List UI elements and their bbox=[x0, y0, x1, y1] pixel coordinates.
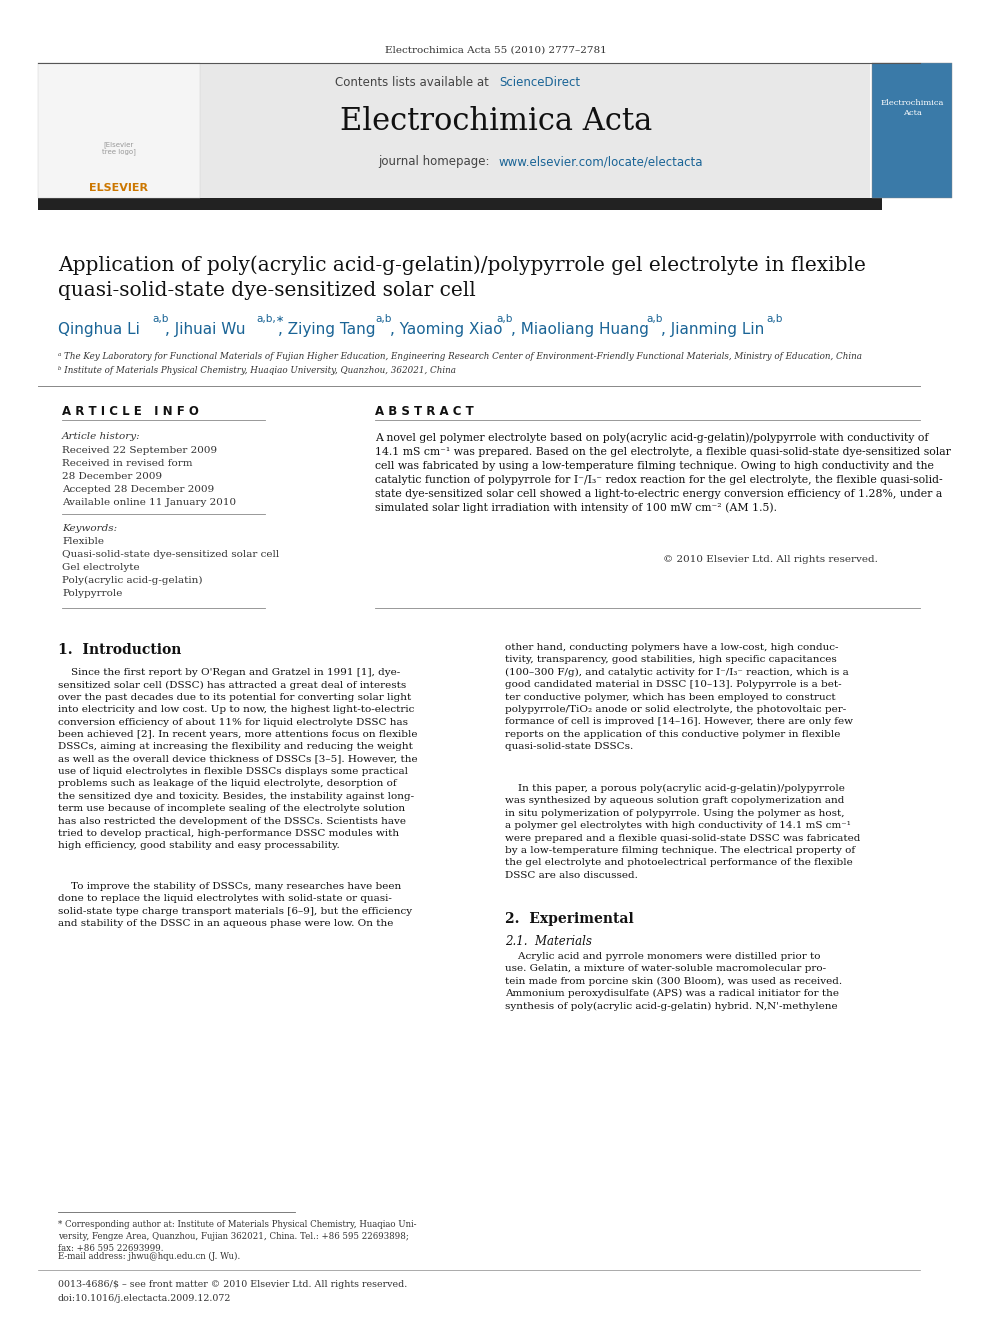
Text: ELSEVIER: ELSEVIER bbox=[89, 183, 149, 193]
Text: © 2010 Elsevier Ltd. All rights reserved.: © 2010 Elsevier Ltd. All rights reserved… bbox=[663, 556, 878, 564]
Text: a,b: a,b bbox=[496, 314, 513, 324]
Text: E-mail address: jhwu@hqu.edu.cn (J. Wu).: E-mail address: jhwu@hqu.edu.cn (J. Wu). bbox=[58, 1252, 240, 1261]
Text: Flexible: Flexible bbox=[62, 537, 104, 546]
Bar bbox=[872, 64, 952, 198]
Text: , Miaoliang Huang: , Miaoliang Huang bbox=[511, 321, 649, 337]
Text: Received 22 September 2009: Received 22 September 2009 bbox=[62, 446, 217, 455]
Text: [Elsevier
tree logo]: [Elsevier tree logo] bbox=[102, 140, 136, 155]
Text: a,b,∗: a,b,∗ bbox=[256, 314, 285, 324]
Text: Accepted 28 December 2009: Accepted 28 December 2009 bbox=[62, 486, 214, 493]
Text: A R T I C L E   I N F O: A R T I C L E I N F O bbox=[62, 405, 198, 418]
Text: Received in revised form: Received in revised form bbox=[62, 459, 192, 468]
Text: ᵇ Institute of Materials Physical Chemistry, Huaqiao University, Quanzhou, 36202: ᵇ Institute of Materials Physical Chemis… bbox=[58, 366, 456, 374]
Text: Poly(acrylic acid-g-gelatin): Poly(acrylic acid-g-gelatin) bbox=[62, 576, 202, 585]
Text: a,b: a,b bbox=[152, 314, 169, 324]
Text: 2.1.  Materials: 2.1. Materials bbox=[505, 935, 592, 949]
Text: Polypyrrole: Polypyrrole bbox=[62, 589, 122, 598]
Text: Since the first report by O'Regan and Gratzel in 1991 [1], dye-
sensitized solar: Since the first report by O'Regan and Gr… bbox=[58, 668, 418, 851]
Text: Electrochimica Acta 55 (2010) 2777–2781: Electrochimica Acta 55 (2010) 2777–2781 bbox=[385, 45, 607, 54]
Bar bbox=[38, 64, 870, 198]
Text: Gel electrolyte: Gel electrolyte bbox=[62, 564, 140, 572]
Text: Keywords:: Keywords: bbox=[62, 524, 117, 533]
Text: A novel gel polymer electrolyte based on poly(acrylic acid-g-gelatin)/polypyrrol: A novel gel polymer electrolyte based on… bbox=[375, 433, 951, 513]
Text: A B S T R A C T: A B S T R A C T bbox=[375, 405, 474, 418]
Text: , Jianming Lin: , Jianming Lin bbox=[661, 321, 764, 337]
Text: 28 December 2009: 28 December 2009 bbox=[62, 472, 162, 482]
Bar bbox=[38, 64, 200, 198]
Text: Available online 11 January 2010: Available online 11 January 2010 bbox=[62, 497, 236, 507]
Bar bbox=[38, 198, 882, 210]
Text: 2.  Experimental: 2. Experimental bbox=[505, 912, 634, 926]
Text: 0013-4686/$ – see front matter © 2010 Elsevier Ltd. All rights reserved.: 0013-4686/$ – see front matter © 2010 El… bbox=[58, 1279, 408, 1289]
Text: To improve the stability of DSSCs, many researches have been
done to replace the: To improve the stability of DSSCs, many … bbox=[58, 882, 412, 927]
Text: , Jihuai Wu: , Jihuai Wu bbox=[165, 321, 245, 337]
Text: doi:10.1016/j.electacta.2009.12.072: doi:10.1016/j.electacta.2009.12.072 bbox=[58, 1294, 231, 1303]
Text: * Corresponding author at: Institute of Materials Physical Chemistry, Huaqiao Un: * Corresponding author at: Institute of … bbox=[58, 1220, 417, 1253]
Text: Application of poly(acrylic acid-g-gelatin)/polypyrrole gel electrolyte in flexi: Application of poly(acrylic acid-g-gelat… bbox=[58, 255, 866, 300]
Text: www.elsevier.com/locate/electacta: www.elsevier.com/locate/electacta bbox=[499, 156, 703, 168]
Text: , Yaoming Xiao: , Yaoming Xiao bbox=[390, 321, 503, 337]
Text: a,b: a,b bbox=[646, 314, 663, 324]
Text: 1.  Introduction: 1. Introduction bbox=[58, 643, 182, 658]
Text: a,b: a,b bbox=[375, 314, 392, 324]
Text: Electrochimica
Acta: Electrochimica Acta bbox=[880, 99, 943, 116]
Text: Electrochimica Acta: Electrochimica Acta bbox=[340, 106, 652, 138]
Text: a,b: a,b bbox=[766, 314, 783, 324]
Text: Quasi-solid-state dye-sensitized solar cell: Quasi-solid-state dye-sensitized solar c… bbox=[62, 550, 280, 560]
Text: In this paper, a porous poly(acrylic acid-g-gelatin)/polypyrrole
was synthesized: In this paper, a porous poly(acrylic aci… bbox=[505, 785, 860, 880]
Text: Article history:: Article history: bbox=[62, 433, 141, 441]
Text: Contents lists available at: Contents lists available at bbox=[335, 77, 493, 90]
Text: Acrylic acid and pyrrole monomers were distilled prior to
use. Gelatin, a mixtur: Acrylic acid and pyrrole monomers were d… bbox=[505, 953, 842, 1011]
Text: ᵃ The Key Laboratory for Functional Materials of Fujian Higher Education, Engine: ᵃ The Key Laboratory for Functional Mate… bbox=[58, 352, 862, 361]
Text: ScienceDirect: ScienceDirect bbox=[499, 77, 580, 90]
Text: Qinghua Li: Qinghua Li bbox=[58, 321, 140, 337]
Text: other hand, conducting polymers have a low-cost, high conduc-
tivity, transparen: other hand, conducting polymers have a l… bbox=[505, 643, 853, 751]
Text: journal homepage:: journal homepage: bbox=[378, 156, 493, 168]
Text: , Ziying Tang: , Ziying Tang bbox=[278, 321, 376, 337]
